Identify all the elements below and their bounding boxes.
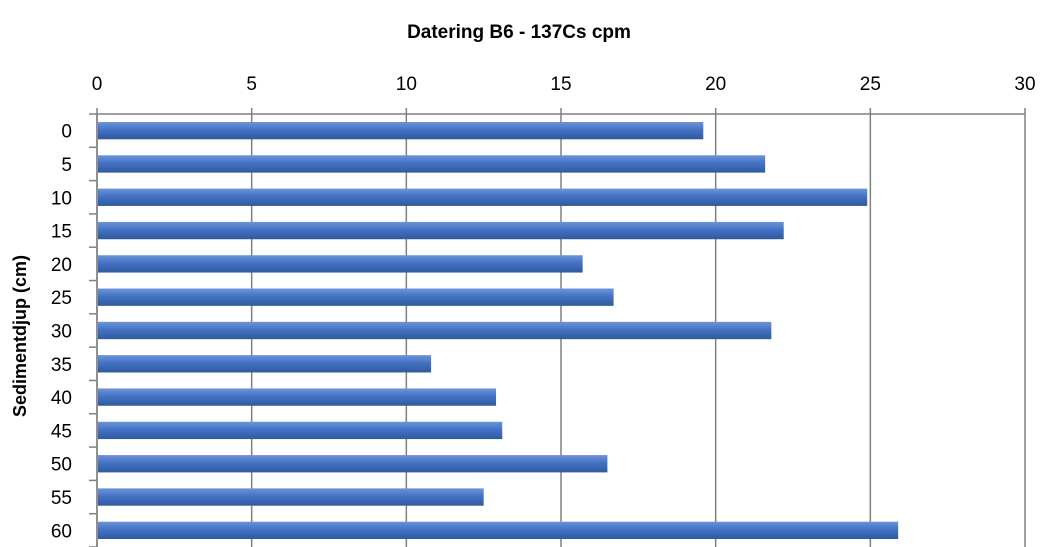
- bar: [98, 455, 608, 473]
- x-tick-label: 5: [246, 74, 257, 95]
- y-axis-title: Sedimentdjup (cm): [10, 255, 30, 417]
- bar: [98, 188, 868, 206]
- bar: [98, 488, 484, 506]
- x-tick-label: 0: [92, 74, 103, 95]
- y-tick-label: 0: [61, 122, 72, 143]
- x-tick-label: 25: [860, 74, 881, 95]
- bar: [98, 255, 583, 273]
- x-tick-label: 10: [396, 74, 417, 95]
- bar: [98, 388, 497, 406]
- x-tick-label: 20: [705, 74, 726, 95]
- y-tick-label: 25: [51, 288, 72, 309]
- bars: [98, 121, 899, 540]
- y-tick-label: 30: [51, 322, 72, 343]
- x-tick-label: 30: [1014, 74, 1035, 95]
- bar: [98, 355, 432, 373]
- y-tick-label: 5: [61, 155, 72, 176]
- bar: [98, 421, 503, 440]
- x-tick-label: 15: [550, 74, 571, 95]
- axes: [89, 108, 1026, 547]
- bar: [98, 155, 766, 173]
- y-tick-label: 45: [51, 421, 72, 442]
- y-tick-label: 15: [51, 222, 72, 243]
- y-tick-label: 35: [51, 355, 72, 376]
- bar: [98, 221, 784, 240]
- y-tick-label: 60: [51, 521, 72, 542]
- chart-title: Datering B6 - 137Cs cpm: [407, 22, 631, 43]
- y-tick-label: 20: [51, 255, 72, 276]
- y-tick-label: 50: [51, 455, 72, 476]
- x-tick-labels: 0 5 10 15 20 25 30: [92, 74, 1036, 95]
- bar: [98, 521, 899, 540]
- bar: [98, 121, 704, 140]
- y-tick-label: 55: [51, 488, 72, 509]
- bar: [98, 288, 614, 306]
- y-tick-labels: 0 5 10 15 20 25 30 35 40 45 50 55 60: [51, 122, 72, 543]
- y-tick-label: 10: [51, 188, 72, 209]
- y-tick-label: 40: [51, 388, 72, 409]
- bar: [98, 321, 772, 340]
